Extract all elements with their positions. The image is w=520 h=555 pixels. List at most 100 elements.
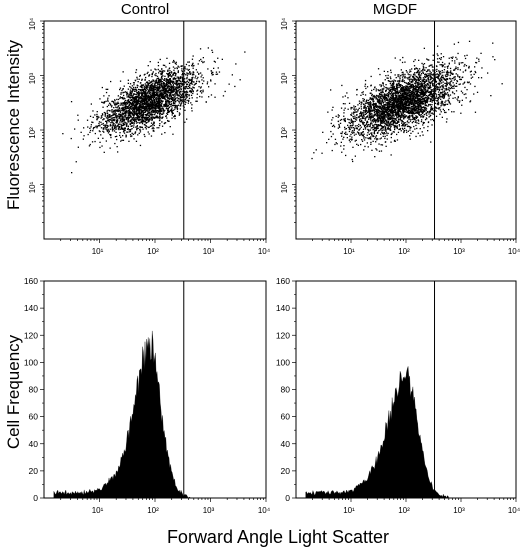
scatter-point: [369, 126, 370, 127]
scatter-point: [123, 103, 124, 104]
scatter-point: [446, 121, 447, 122]
scatter-point: [370, 136, 371, 137]
scatter-point: [143, 85, 144, 86]
scatter-point: [157, 84, 158, 85]
scatter-point: [193, 81, 194, 82]
scatter-point: [120, 114, 121, 115]
scatter-point: [106, 89, 107, 90]
scatter-point: [158, 127, 159, 128]
scatter-point: [116, 139, 117, 140]
scatter-point: [453, 88, 454, 89]
scatter-point: [244, 51, 245, 52]
scatter-point: [120, 116, 121, 117]
scatter-point: [143, 110, 144, 111]
scatter-point: [376, 98, 377, 99]
scatter-point: [145, 101, 146, 102]
scatter-point: [201, 61, 202, 62]
scatter-point: [154, 92, 155, 93]
scatter-point: [240, 79, 241, 80]
scatter-point: [157, 101, 158, 102]
scatter-point: [425, 67, 426, 68]
scatter-point: [110, 125, 111, 126]
scatter-point: [192, 93, 193, 94]
scatter-point: [131, 97, 132, 98]
scatter-point: [192, 91, 193, 92]
scatter-point: [164, 78, 165, 79]
scatter-point: [421, 121, 422, 122]
scatter-point: [89, 145, 90, 146]
scatter-point: [83, 135, 84, 136]
scatter-point: [106, 140, 107, 141]
scatter-point: [160, 117, 161, 118]
scatter-point: [370, 129, 371, 130]
scatter-point: [176, 105, 177, 106]
scatter-point: [98, 138, 99, 139]
scatter-point: [149, 127, 150, 128]
scatter-point: [181, 66, 182, 67]
scatter-point: [201, 75, 202, 76]
scatter-point: [198, 86, 199, 87]
scatter-point: [195, 77, 196, 78]
scatter-point: [426, 115, 427, 116]
scatter-point: [135, 87, 136, 88]
scatter-point: [181, 95, 182, 96]
scatter-point: [136, 112, 137, 113]
scatter-point: [391, 154, 392, 155]
scatter-point: [167, 70, 168, 71]
scatter-point: [347, 119, 348, 120]
scatter-point: [390, 102, 391, 103]
scatter-point: [148, 95, 149, 96]
scatter-point: [109, 115, 110, 116]
scatter-point: [439, 90, 440, 91]
scatter-point: [194, 84, 195, 85]
scatter-point: [444, 102, 445, 103]
scatter-point: [402, 77, 403, 78]
scatter-point: [152, 114, 153, 115]
scatter-point: [145, 127, 146, 128]
scatter-point: [83, 139, 84, 140]
scatter-point: [154, 83, 155, 84]
scatter-point: [358, 124, 359, 125]
scatter-point: [494, 59, 495, 60]
scatter-point: [90, 116, 91, 117]
scatter-point: [133, 134, 134, 135]
scatter-point: [208, 47, 209, 48]
scatter-point: [139, 133, 140, 134]
scatter-point: [116, 120, 117, 121]
scatter-point: [118, 103, 119, 104]
scatter-point: [390, 87, 391, 88]
scatter-point: [443, 84, 444, 85]
scatter-point: [159, 123, 160, 124]
scatter-point: [420, 128, 421, 129]
scatter-point: [151, 74, 152, 75]
scatter-point: [197, 94, 198, 95]
scatter-point: [351, 115, 352, 116]
scatter-point: [147, 83, 148, 84]
y-tick-label: 10¹: [28, 181, 37, 193]
scatter-point: [159, 120, 160, 121]
scatter-point: [97, 117, 98, 118]
scatter-point: [373, 121, 374, 122]
scatter-point: [161, 121, 162, 122]
scatter-point: [191, 104, 192, 105]
scatter-point: [352, 107, 353, 108]
scatter-point: [181, 83, 182, 84]
scatter-point: [100, 122, 101, 123]
scatter-point: [138, 89, 139, 90]
scatter-point: [344, 127, 345, 128]
scatter-point: [187, 75, 188, 76]
scatter-point: [357, 125, 358, 126]
scatter-point: [382, 144, 383, 145]
scatter-point: [218, 67, 219, 68]
scatter-point: [359, 120, 360, 121]
scatter-point: [201, 76, 202, 77]
scatter-point: [110, 81, 111, 82]
scatter-point: [140, 98, 141, 99]
scatter-point: [145, 91, 146, 92]
scatter-point: [429, 71, 430, 72]
scatter-point: [423, 67, 424, 68]
scatter-point: [424, 104, 425, 105]
scatter-point: [147, 72, 148, 73]
scatter-point: [344, 129, 345, 130]
